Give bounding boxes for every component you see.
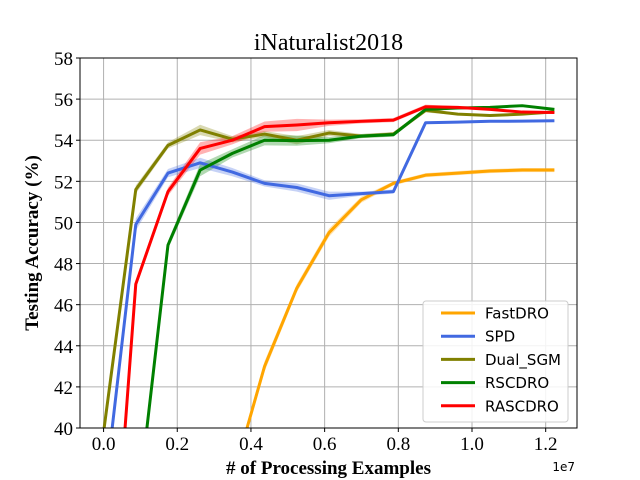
y-tick-label: 48: [54, 255, 73, 276]
line-fastdro: [245, 168, 555, 428]
x-tick-label: 1.0: [460, 434, 484, 455]
chart-title: iNaturalist2018: [254, 30, 403, 56]
legend-label-rascdro: RASCDRO: [485, 397, 559, 415]
legend-label-dual-sgm: Dual_SGM: [485, 351, 561, 370]
y-tick-label: 56: [54, 90, 73, 111]
x-tick-label: 0.8: [386, 434, 410, 455]
line-dual-sgm: [102, 108, 555, 428]
x-tick-label: 0.6: [313, 434, 337, 455]
legend-label-spd: SPD: [485, 328, 515, 346]
x-tick-label: 1.2: [534, 434, 558, 455]
line-rascdro: [123, 105, 555, 428]
y-tick-label: 50: [54, 213, 73, 234]
y-tick-label: 44: [54, 337, 74, 358]
legend-box: [422, 300, 569, 423]
series-lines: [102, 104, 555, 428]
y-tick-label: 46: [54, 296, 73, 317]
y-tick-label: 54: [54, 131, 74, 152]
x-tick-label: 0.0: [92, 434, 116, 455]
legend-label-rscdro: RSCDRO: [485, 374, 549, 392]
y-tick-label: 42: [54, 378, 73, 399]
line-spd: [110, 119, 555, 428]
legend: FastDRO SPD Dual_SGM RSCDRO RASCDRO: [422, 300, 569, 423]
plot-frame: [79, 57, 578, 429]
legend-label-fastdro: FastDRO: [485, 305, 549, 323]
y-axis-ticks: 40 42 44 46 48 50 52 54 56 58: [54, 49, 80, 440]
x-tick-label: 0.4: [239, 434, 263, 455]
y-tick-label: 58: [54, 49, 73, 70]
x-tick-label: 0.2: [165, 434, 189, 455]
y-tick-label: 52: [54, 172, 73, 193]
x-axis-ticks: 0.0 0.2 0.4 0.6 0.8 1.0 1.2: [92, 428, 558, 455]
x-axis-offset-label: 1e7: [552, 460, 575, 474]
x-axis-label: # of Processing Examples: [226, 458, 431, 479]
y-axis-label: Testing Accuracy (%): [22, 155, 43, 331]
y-tick-label: 40: [54, 419, 73, 440]
